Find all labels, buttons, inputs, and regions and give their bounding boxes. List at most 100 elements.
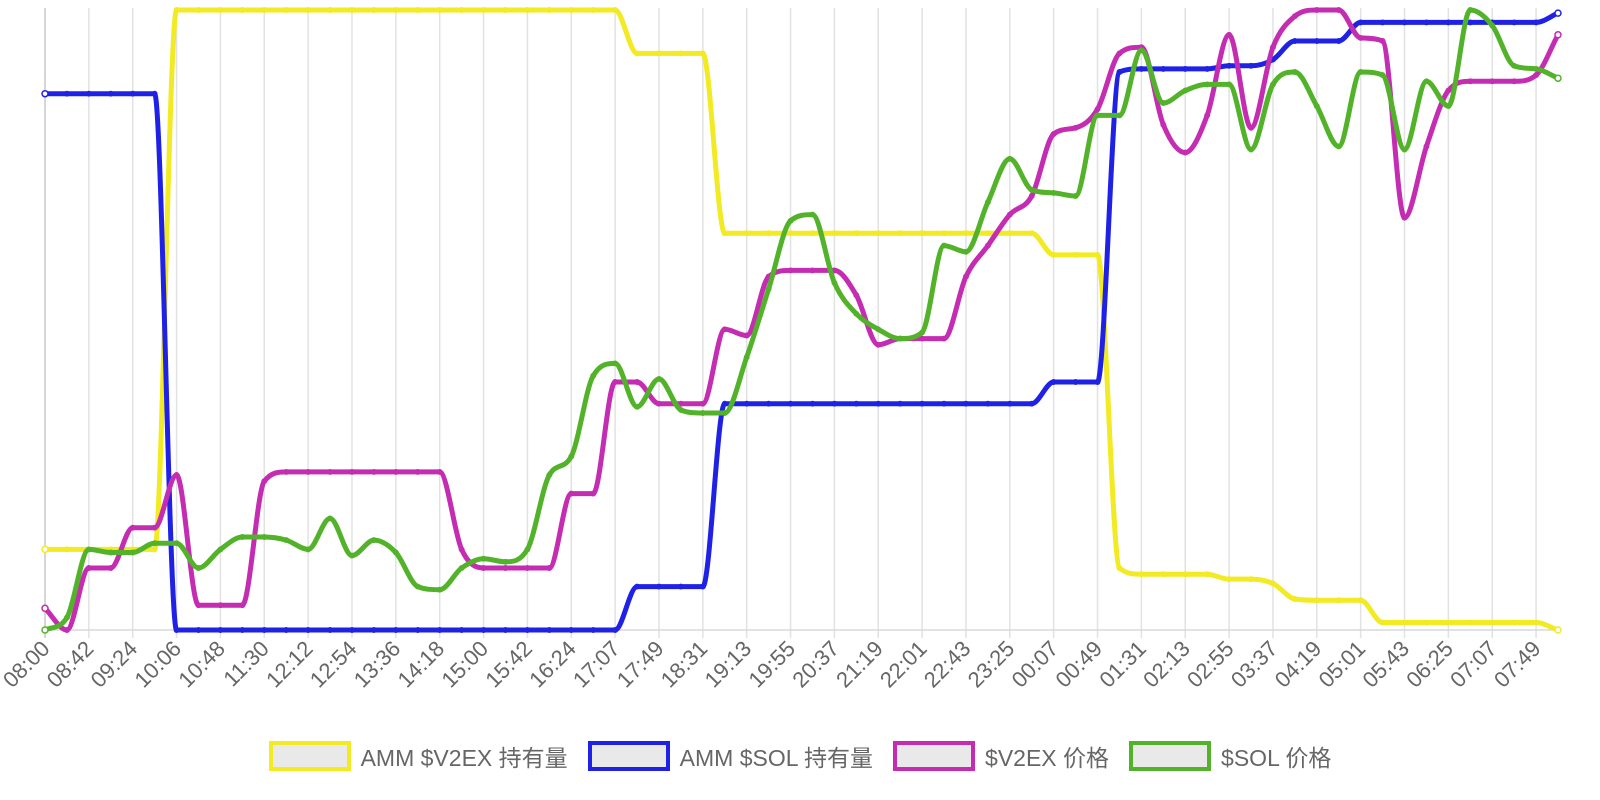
data-point[interactable] — [1511, 62, 1518, 69]
data-point[interactable] — [1182, 65, 1189, 72]
data-point[interactable] — [1050, 189, 1057, 196]
data-point[interactable] — [480, 565, 487, 571]
data-point[interactable] — [370, 627, 377, 633]
data-point[interactable] — [370, 7, 377, 13]
data-point[interactable] — [1511, 78, 1518, 85]
data-point[interactable] — [1489, 619, 1496, 626]
data-point[interactable] — [217, 627, 224, 633]
data-point[interactable] — [1094, 106, 1101, 113]
data-point[interactable] — [743, 332, 750, 339]
data-point[interactable] — [349, 552, 355, 559]
data-point[interactable] — [261, 627, 268, 633]
data-point[interactable] — [173, 7, 180, 13]
data-point[interactable] — [1269, 44, 1276, 51]
data-point[interactable] — [129, 524, 136, 531]
data-point[interactable] — [261, 478, 268, 485]
data-point[interactable] — [1401, 19, 1408, 26]
data-point[interactable] — [392, 549, 399, 556]
data-point[interactable] — [524, 546, 531, 553]
data-point[interactable] — [1401, 146, 1408, 153]
data-point[interactable] — [1445, 619, 1452, 626]
data-point[interactable] — [919, 400, 926, 407]
data-point[interactable] — [1379, 38, 1386, 44]
data-point[interactable] — [524, 627, 531, 633]
data-point[interactable] — [327, 7, 334, 13]
data-point[interactable] — [568, 7, 575, 13]
data-point[interactable] — [1072, 379, 1079, 385]
data-point[interactable] — [963, 400, 969, 407]
data-point[interactable] — [1379, 19, 1386, 26]
data-point[interactable] — [765, 230, 772, 237]
data-point[interactable] — [261, 7, 268, 13]
data-point[interactable] — [1050, 379, 1057, 385]
data-point[interactable] — [612, 7, 619, 13]
data-point[interactable] — [1094, 379, 1101, 385]
data-point[interactable] — [1160, 65, 1167, 72]
data-point[interactable] — [699, 50, 706, 57]
data-point[interactable] — [1423, 78, 1430, 85]
data-point[interactable] — [217, 546, 224, 553]
data-point[interactable] — [743, 230, 750, 237]
data-point[interactable] — [853, 400, 860, 407]
data-point[interactable] — [963, 248, 969, 255]
data-point[interactable] — [853, 292, 860, 299]
data-point[interactable] — [1182, 149, 1189, 156]
data-point[interactable] — [1489, 78, 1496, 85]
data-point[interactable] — [239, 602, 246, 609]
data-point[interactable] — [524, 565, 531, 571]
data-point[interactable] — [1313, 597, 1320, 604]
data-point[interactable] — [458, 627, 465, 633]
data-point[interactable] — [1094, 251, 1101, 258]
data-point[interactable] — [787, 230, 794, 237]
data-point[interactable] — [743, 354, 750, 361]
data-point[interactable] — [1269, 81, 1276, 88]
data-point[interactable] — [853, 310, 860, 317]
data-point[interactable] — [787, 217, 794, 224]
legend-item[interactable]: AMM $V2EX 持有量 — [268, 739, 568, 773]
data-point[interactable] — [919, 335, 926, 342]
data-point[interactable] — [1028, 400, 1035, 407]
data-point[interactable] — [1423, 143, 1430, 150]
data-point[interactable] — [1511, 19, 1518, 26]
data-point[interactable] — [634, 379, 640, 385]
data-point[interactable] — [1182, 571, 1189, 578]
data-point[interactable] — [677, 50, 684, 57]
data-point[interactable] — [656, 50, 662, 57]
data-point[interactable] — [1423, 619, 1430, 626]
data-point[interactable] — [1335, 597, 1342, 604]
data-point[interactable] — [327, 468, 334, 475]
data-point[interactable] — [699, 583, 706, 590]
data-point[interactable] — [1445, 19, 1452, 26]
data-point[interactable] — [370, 537, 377, 544]
data-point[interactable] — [590, 7, 597, 13]
data-point[interactable] — [568, 453, 575, 460]
data-point[interactable] — [897, 230, 904, 237]
data-point[interactable] — [1445, 87, 1452, 94]
data-point[interactable] — [656, 583, 662, 590]
data-point[interactable] — [1160, 100, 1167, 106]
data-point[interactable] — [765, 400, 772, 407]
data-point[interactable] — [699, 410, 706, 416]
data-point[interactable] — [305, 7, 312, 13]
data-point[interactable] — [1028, 193, 1035, 199]
data-point[interactable] — [85, 546, 92, 553]
data-point[interactable] — [984, 242, 991, 249]
data-point[interactable] — [787, 267, 794, 274]
data-point[interactable] — [1116, 112, 1123, 119]
data-point[interactable] — [1138, 47, 1145, 54]
data-point[interactable] — [546, 472, 553, 478]
data-point[interactable] — [1533, 65, 1540, 72]
data-point[interactable] — [107, 565, 114, 571]
data-point[interactable] — [831, 400, 838, 407]
data-point[interactable] — [414, 583, 421, 590]
data-point[interactable] — [1533, 72, 1540, 79]
data-point[interactable] — [875, 341, 882, 348]
data-point[interactable] — [502, 558, 509, 565]
data-point[interactable] — [502, 627, 509, 633]
data-point[interactable] — [1357, 34, 1364, 41]
data-point[interactable] — [1006, 400, 1013, 407]
legend-item[interactable]: $V2EX 价格 — [893, 739, 1109, 773]
data-point[interactable] — [984, 400, 991, 407]
data-point[interactable] — [612, 627, 619, 633]
data-point[interactable] — [436, 586, 443, 593]
